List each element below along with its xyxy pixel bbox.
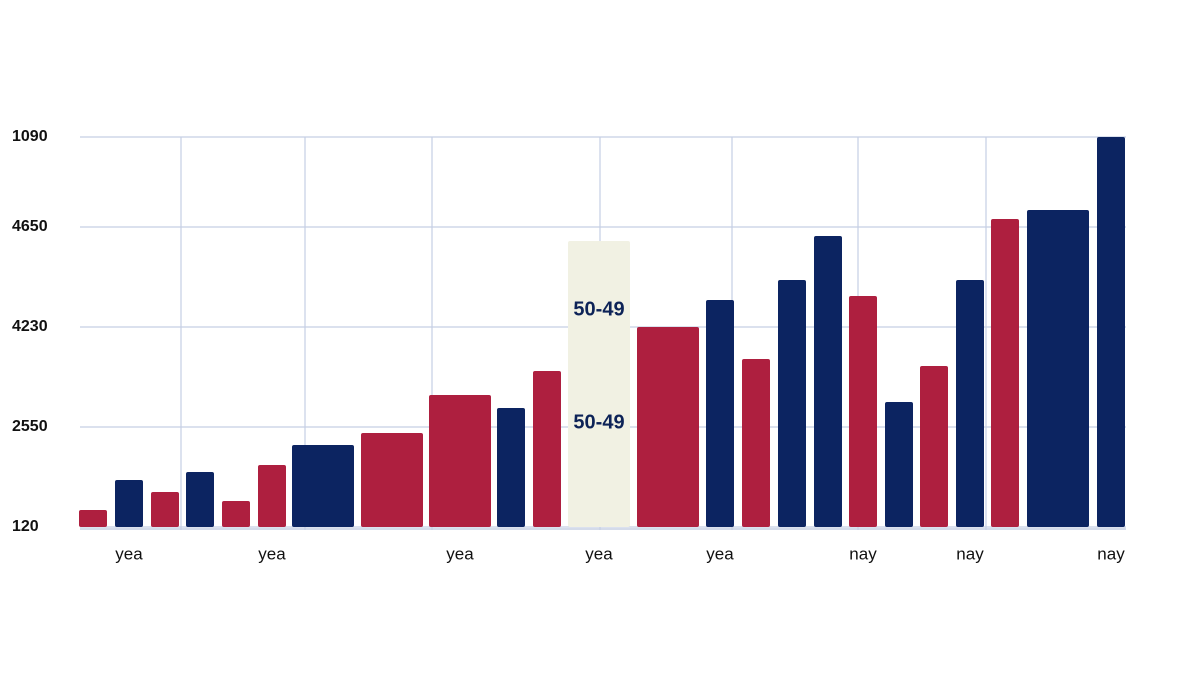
bar	[956, 280, 984, 527]
bar	[1097, 137, 1125, 527]
annotation: 50-49	[573, 298, 624, 320]
bar	[429, 395, 491, 527]
x-tick-label: yea	[446, 544, 474, 563]
y-tick-label: 120	[12, 518, 39, 535]
bar	[778, 280, 806, 527]
bar	[361, 433, 423, 527]
x-tick-label: yea	[706, 544, 734, 563]
y-tick-label: 4230	[12, 318, 48, 335]
bar	[79, 510, 107, 527]
bar	[637, 327, 699, 527]
bar	[258, 465, 286, 527]
x-tick-label: nay	[956, 544, 984, 563]
x-tick-label: yea	[258, 544, 286, 563]
bar	[742, 359, 770, 527]
y-tick-label: 4650	[12, 218, 48, 235]
bar	[991, 219, 1019, 527]
bar	[292, 445, 354, 527]
bar	[115, 480, 143, 527]
bar	[706, 300, 734, 527]
bar	[568, 241, 630, 527]
x-tick-label: yea	[585, 544, 613, 563]
x-tick-label: nay	[1097, 544, 1125, 563]
bar	[186, 472, 214, 527]
y-tick-label: 1090	[12, 128, 48, 145]
bar	[497, 408, 525, 527]
bar	[814, 236, 842, 527]
bar	[885, 402, 913, 527]
bar	[920, 366, 948, 527]
annotation: 50-49	[573, 411, 624, 433]
bar	[222, 501, 250, 527]
x-tick-label: yea	[115, 544, 143, 563]
bar	[1027, 210, 1089, 527]
x-tick-label: nay	[849, 544, 877, 563]
bar	[849, 296, 877, 527]
bar	[151, 492, 179, 527]
y-tick-label: 2550	[12, 418, 48, 435]
bar	[533, 371, 561, 527]
